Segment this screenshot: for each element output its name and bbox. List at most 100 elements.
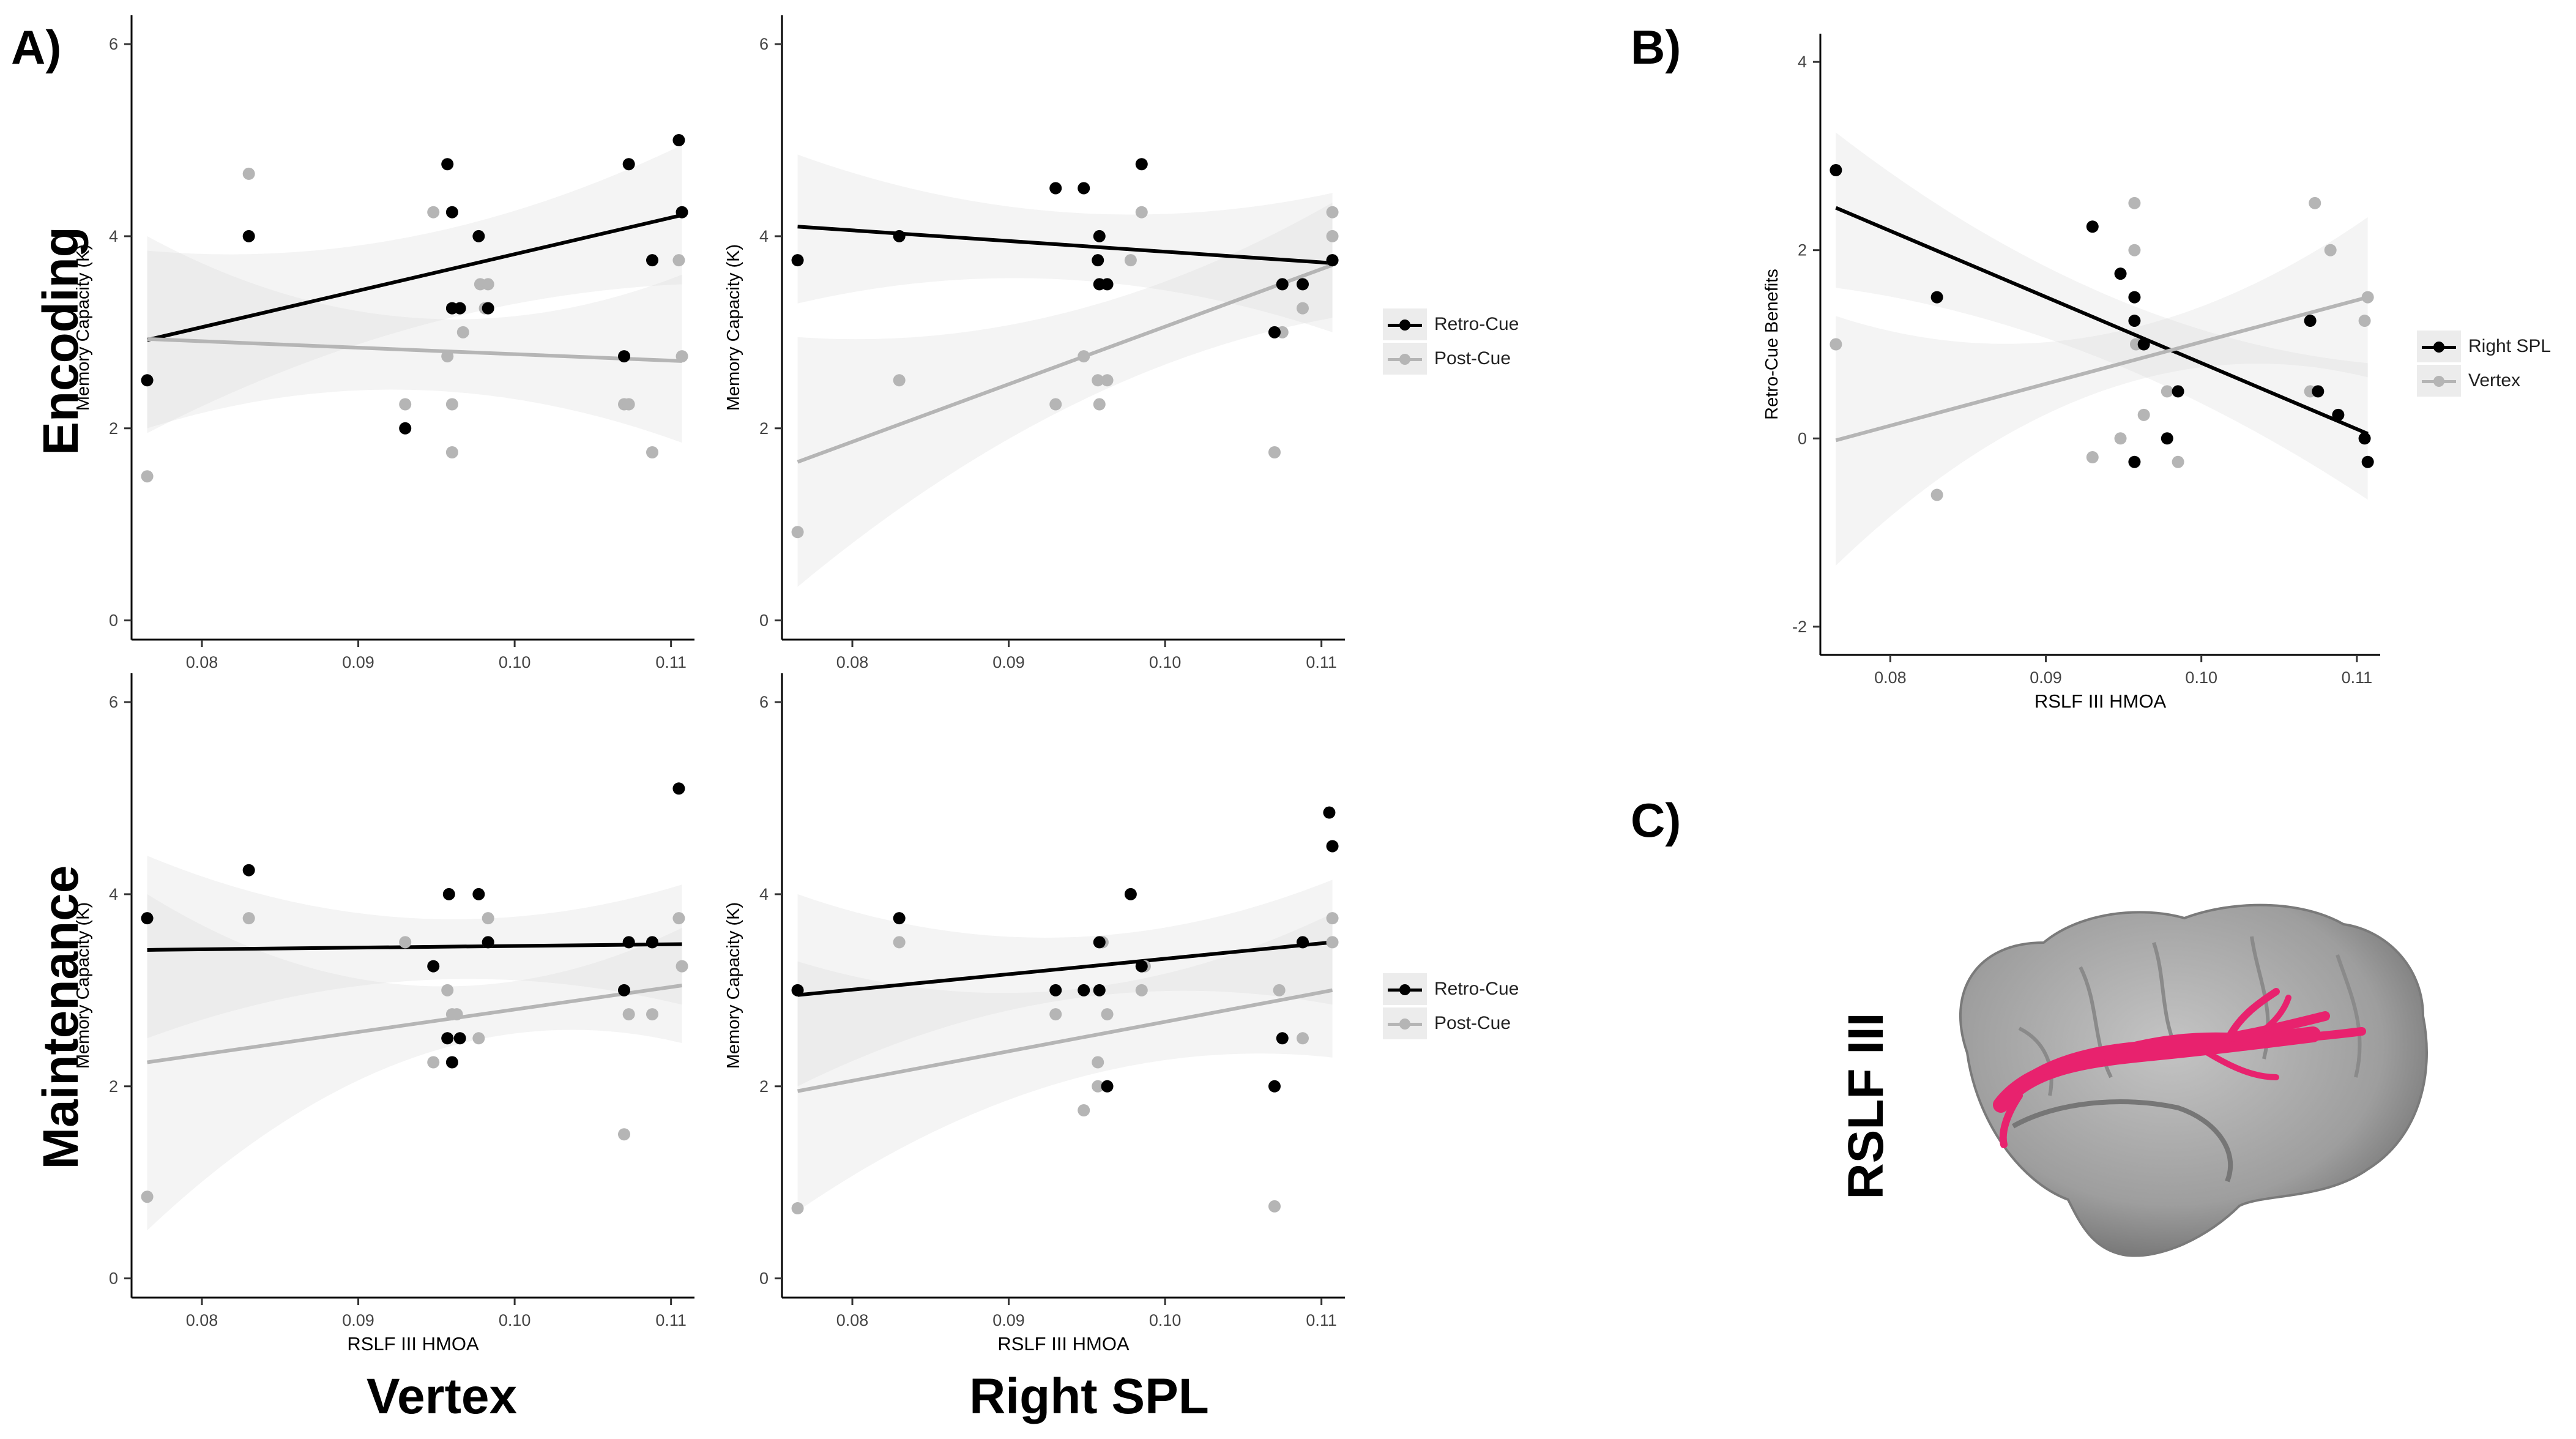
data-point	[2114, 267, 2127, 280]
y-tick-label: 0	[109, 611, 118, 630]
confidence-ribbon	[797, 880, 1333, 1086]
data-point	[141, 470, 154, 483]
legend-item: Vertex	[2417, 364, 2551, 398]
y-tick-label: 0	[109, 1269, 118, 1288]
y-tick-label: 6	[759, 35, 769, 53]
data-point	[1135, 206, 1148, 219]
data-point	[1297, 278, 1309, 291]
fit-line	[797, 225, 1333, 265]
data-point	[456, 326, 469, 338]
data-point	[442, 888, 455, 900]
data-point	[672, 782, 685, 795]
data-point	[1276, 1032, 1289, 1045]
data-point	[2161, 385, 2173, 398]
confidence-ribbon	[147, 894, 682, 1231]
tract-label: RSLF III	[1838, 1012, 1894, 1200]
data-point	[242, 167, 255, 180]
legend-item: Post-Cue	[1383, 1006, 1519, 1041]
data-point	[472, 230, 485, 242]
data-point	[646, 446, 658, 458]
legend-key-gray	[1383, 1007, 1427, 1039]
data-point	[2128, 455, 2141, 468]
y-tick-label: 2	[109, 1077, 118, 1096]
panel-label-c: C)	[1631, 793, 1681, 847]
data-point	[1323, 806, 1336, 819]
data-point	[622, 158, 635, 171]
legend-label: Post-Cue	[1434, 1013, 1511, 1033]
data-point	[622, 1008, 635, 1021]
data-point	[893, 374, 906, 387]
column-label-right-spl: Right SPL	[969, 1369, 1209, 1424]
data-point	[676, 960, 688, 973]
legend-panel-b: Right SPL Vertex	[2417, 329, 2551, 398]
panel-label-a: A)	[11, 20, 62, 74]
data-point	[445, 1056, 458, 1069]
x-tick-label: 0.09	[992, 1311, 1025, 1329]
x-tick-label: 0.08	[836, 1311, 869, 1329]
chart-encoding-vertex: 0 2 4 6 0.08 0.09 0.10 0.11 Memory Capacity (K)	[73, 15, 694, 671]
data-point	[427, 960, 440, 973]
data-point	[1049, 984, 1062, 996]
brain-cortex	[1959, 903, 2428, 1257]
x-tick-label: 0.09	[342, 653, 374, 671]
legend-label: Retro-Cue	[1434, 314, 1519, 334]
y-tick-label: 6	[109, 693, 118, 711]
chart-encoding-right-spl: 0 2 4 6 0.08 0.09 0.10 0.11 Memory Capacity (K)	[724, 15, 1345, 671]
data-point	[1326, 936, 1339, 949]
data-point	[1268, 1080, 1281, 1093]
data-point	[1093, 398, 1106, 411]
data-point	[1268, 1200, 1281, 1213]
y-tick-label: -2	[1792, 618, 1807, 636]
data-point	[2358, 432, 2371, 445]
data-point	[1093, 984, 1106, 996]
legend-key-black	[2417, 331, 2461, 362]
fit-line	[797, 988, 1333, 1093]
data-point	[2128, 244, 2141, 256]
chart-retro-cue-benefits: -2 0 2 4 0.08 0.09 0.10 0.11 Retro-Cue Benefits R…	[1762, 34, 2380, 712]
data-point	[441, 158, 454, 171]
panel-label-b: B)	[1631, 20, 1681, 74]
legend-item: Retro-Cue	[1383, 972, 1519, 1006]
x-tick-label: 0.10	[499, 1311, 531, 1329]
y-tick-label: 2	[759, 1077, 769, 1096]
legend-key-gray	[1383, 343, 1427, 375]
data-point	[1101, 278, 1114, 291]
data-point	[427, 1056, 440, 1069]
data-point	[1078, 182, 1090, 195]
data-point	[893, 912, 906, 925]
data-point	[482, 302, 494, 315]
y-tick-label: 2	[1798, 241, 1807, 260]
data-point	[1049, 182, 1062, 195]
data-point	[791, 984, 804, 996]
data-point	[453, 1032, 466, 1045]
data-point	[399, 398, 412, 411]
data-point	[1124, 254, 1137, 267]
fit-line	[147, 337, 682, 363]
data-point	[1092, 374, 1104, 387]
data-point	[1124, 888, 1137, 900]
data-point	[1326, 254, 1339, 267]
data-point	[2361, 455, 2374, 468]
legend-label: Post-Cue	[1434, 348, 1511, 368]
data-point	[2137, 408, 2150, 421]
data-point	[2128, 315, 2141, 327]
data-point	[1297, 1032, 1309, 1045]
data-point	[141, 912, 154, 925]
data-point	[242, 864, 255, 876]
x-tick-label: 0.10	[1149, 1311, 1182, 1329]
data-point	[445, 446, 458, 458]
data-point	[1326, 912, 1339, 925]
data-point	[618, 1128, 630, 1141]
data-point	[441, 1032, 454, 1045]
data-point	[2361, 291, 2374, 304]
x-tick-label: 0.10	[499, 653, 531, 671]
legend-encoding: Retro-Cue Post-Cue	[1383, 307, 1519, 376]
y-tick-label: 4	[109, 227, 118, 245]
x-axis-label: RSLF III HMOA	[2034, 690, 2167, 712]
x-tick-label: 0.08	[1874, 668, 1907, 687]
data-point	[1830, 163, 1842, 176]
x-tick-label: 0.09	[992, 653, 1025, 671]
x-axis-label: RSLF III HMOA	[997, 1333, 1130, 1355]
data-point	[1078, 984, 1090, 996]
